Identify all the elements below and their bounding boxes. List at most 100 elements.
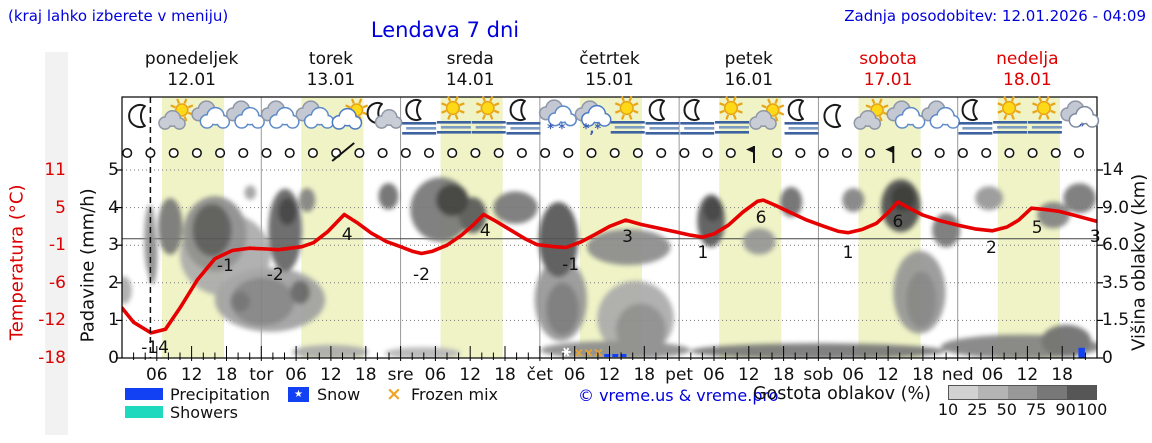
temp-tick--12: -12 <box>38 310 66 331</box>
moon-phase-icon <box>168 147 179 159</box>
temp-extreme-label: 3 <box>622 227 633 247</box>
hour-label: 18 <box>912 365 934 385</box>
height-tick-14: 14 <box>1102 160 1124 180</box>
weather-icon-sun-fog <box>471 96 506 134</box>
wind-flag-icon <box>885 146 895 163</box>
temp-extreme-label: 1 <box>697 243 708 263</box>
moon-phase-icon <box>586 147 597 159</box>
hour-label: 06 <box>842 365 865 385</box>
moon-phase-icon <box>470 147 481 159</box>
hour-label: 06 <box>563 365 586 385</box>
cloud-density-segment <box>978 386 1008 399</box>
weather-icon-sun-fog <box>610 96 645 134</box>
temp-extreme-label: -14 <box>141 338 169 358</box>
hour-label: 12 <box>1016 365 1039 385</box>
moon-phase-icon <box>656 147 667 159</box>
cloud-density-tick-50: 50 <box>996 400 1017 419</box>
cloud-density-tick-25: 25 <box>967 400 988 419</box>
moon-phase-icon <box>307 147 318 159</box>
precip-tick-2: 2 <box>108 272 119 293</box>
moon-phase-icon <box>493 147 504 159</box>
weather-icon-moon-fog <box>784 99 819 135</box>
cloud-density-scale-title: Gostota oblakov (%) <box>753 384 931 404</box>
cloud-density-tick-75: 75 <box>1026 400 1047 419</box>
moon-phase-icon <box>354 147 365 159</box>
menu-hint: (kraj lahko izberete v meniju) <box>8 7 229 25</box>
temp-extreme-label: -1 <box>217 256 234 276</box>
temp-extreme-label: 6 <box>892 212 903 232</box>
snow-legend-label: Snow <box>317 385 361 404</box>
weather-icon-moon <box>823 104 842 128</box>
cloud-density-segment <box>1007 386 1038 399</box>
page-title: Lendava 7 dni <box>370 18 520 42</box>
day-date-četrtek: 15.01 <box>585 70 634 90</box>
cloud-density-segment <box>949 386 979 399</box>
hour-label: 12 <box>180 365 203 385</box>
daylight-band <box>719 97 782 358</box>
day-date-sobota: 17.01 <box>863 70 913 90</box>
moon-phase-icon <box>122 147 133 159</box>
credit-link[interactable]: © vreme.us & vreme.pro <box>578 386 779 405</box>
cloud-density-scale-bar <box>948 385 1097 400</box>
cloud-density-tick-90: 90 <box>1055 400 1076 419</box>
showers-swatch <box>125 406 163 418</box>
moon-phase-icon <box>1073 147 1085 159</box>
svg-text:*,*: *,* <box>583 122 602 137</box>
precip-dash <box>620 354 627 357</box>
precip-dash <box>604 354 611 357</box>
hour-label: 18 <box>1051 365 1073 385</box>
showers-legend-label: Showers <box>170 403 238 422</box>
moon-phase-icon <box>516 147 527 159</box>
moon-phase-icon <box>865 147 876 159</box>
hour-label: 06 <box>981 365 1004 385</box>
weather-icon-sun-fog <box>715 96 750 134</box>
hour-label: 06 <box>424 365 447 385</box>
temp-extreme-label: 4 <box>480 221 491 241</box>
weather-icon-sun-fog <box>1027 96 1062 134</box>
precip-tick-4: 4 <box>108 197 119 218</box>
weather-icon-moon-fog <box>958 99 993 135</box>
temp-extreme-label: 1 <box>843 243 854 263</box>
temp-extreme-label: -2 <box>267 265 284 285</box>
moon-phase-icon <box>795 147 806 159</box>
wind-shaft-icon <box>331 142 355 162</box>
hour-label: 18 <box>633 365 656 385</box>
temp-tick-11: 11 <box>44 160 66 180</box>
moon-phase-icon <box>423 147 435 159</box>
day-date-ponedeljek: 12.01 <box>167 70 216 90</box>
day-abbrev-label: sob <box>803 365 834 385</box>
wind-flag-icon <box>746 146 755 163</box>
moon-phase-icon <box>215 147 226 159</box>
hour-label: 06 <box>703 365 725 385</box>
hour-label: 12 <box>737 365 760 385</box>
height-tick-6.0: 6.0 <box>1102 235 1130 256</box>
last-update-timestamp: Zadnja posodobitev: 12.01.2026 - 04:09 <box>844 7 1146 25</box>
temp-extreme-label: -2 <box>413 265 430 285</box>
moon-phase-icon <box>145 147 156 159</box>
cloud-density-tick-10: 10 <box>937 400 959 419</box>
precip-tick-5: 5 <box>108 160 119 180</box>
day-date-nedelja: 18.01 <box>1003 70 1052 90</box>
weather-icon-moon-fog <box>402 99 437 135</box>
day-name-nedelja: nedelja <box>996 49 1059 69</box>
hour-label: 18 <box>494 365 516 385</box>
svg-text:″: ″ <box>1079 123 1085 138</box>
cloud-density-layer <box>122 177 1097 358</box>
snow-star-mark <box>563 347 570 357</box>
moon-phase-icon <box>563 147 574 159</box>
svg-text:* *: * * <box>547 122 565 137</box>
temp-tick-5: 5 <box>55 197 66 218</box>
precipitation-marks: ××× <box>561 346 1085 358</box>
day-abbrev-label: pet <box>665 365 694 385</box>
weather-icon-cloudy <box>295 100 335 129</box>
moon-phase-icon <box>609 147 620 159</box>
weather-icon-cloudy <box>921 100 961 129</box>
moon-phase-icon <box>1004 147 1015 159</box>
hour-label: 18 <box>772 365 795 385</box>
moon-phase-icon <box>1050 147 1061 159</box>
weather-icon-sun-cloud <box>853 98 889 130</box>
snow-star-icon: ★ <box>294 389 303 400</box>
frozen-mix-icon: × <box>386 383 402 405</box>
